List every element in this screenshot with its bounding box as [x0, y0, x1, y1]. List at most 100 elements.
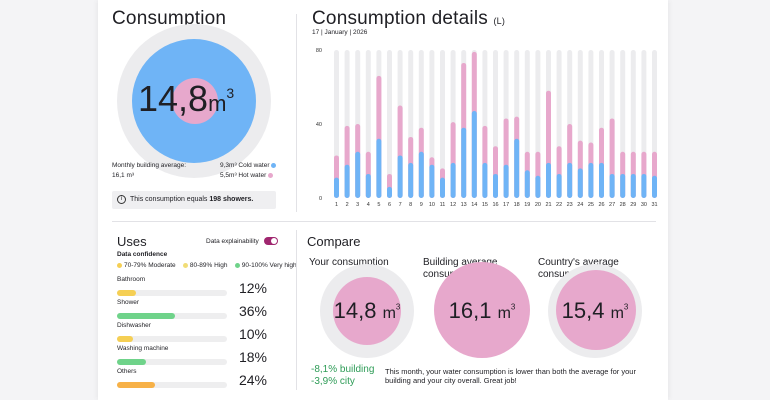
your-consumption-circle: [333, 277, 401, 345]
building-average-label: Monthly building average:: [112, 162, 187, 169]
bar-cold-water: [387, 186, 392, 198]
consumption-title: Consumption: [112, 8, 227, 29]
uses-item-percent: 10%: [238, 326, 267, 342]
building-average-circle: [434, 262, 530, 358]
compare-title: Compare: [307, 234, 361, 249]
uses-item-label: Others: [117, 368, 137, 375]
bar-cold-water: [641, 173, 647, 198]
uses-item-bar: [117, 290, 137, 296]
bar-cold-water: [609, 173, 615, 198]
uses-item-bar: [117, 382, 156, 388]
consumption-hot-circle: [172, 78, 218, 124]
uses-item-track: [117, 359, 227, 365]
bar-cold-water: [408, 162, 414, 198]
bar-cold-water: [630, 173, 636, 198]
bar-cold-water: [493, 173, 498, 198]
bar-cold-water: [355, 151, 361, 198]
bar-cold-water: [440, 177, 445, 198]
y-tick-label: 80: [316, 48, 322, 54]
x-tick-label: 7: [399, 202, 402, 208]
uses-item-percent: 18%: [238, 349, 267, 365]
vertical-divider-top: [296, 14, 297, 212]
x-tick-label: 25: [588, 202, 594, 208]
bar-cold-water: [546, 162, 551, 198]
x-tick-label: 24: [577, 202, 583, 208]
bar-cold-water: [397, 155, 403, 198]
x-tick-label: 27: [609, 202, 615, 208]
bar-cold-water: [461, 127, 467, 198]
uses-item-bar: [117, 359, 146, 365]
bar-cold-water: [344, 164, 350, 198]
bar-cold-water: [577, 168, 583, 198]
uses-item-bar: [117, 313, 175, 319]
details-title: Consumption details (L): [312, 8, 506, 29]
uses-title: Uses: [117, 234, 147, 249]
uses-item: Dishwasher 10%: [117, 322, 277, 344]
x-tick-label: 8: [409, 202, 412, 208]
x-tick-label: 21: [545, 202, 551, 208]
bar-cold-water: [599, 162, 604, 198]
horizontal-divider: [112, 221, 656, 222]
showers-equivalence-text: This consumption equals 198 showers.: [130, 196, 254, 203]
x-tick-label: 6: [388, 202, 391, 208]
bar-cold-water: [503, 164, 509, 198]
country-average-circle: [556, 270, 636, 350]
x-tick-label: 31: [651, 202, 657, 208]
legend-moderate: 70-79% Moderate: [117, 262, 176, 269]
building-average-compare-value: 16,1 m3: [448, 298, 516, 323]
details-date: 17 | January | 2026: [312, 29, 368, 36]
x-tick-label: 4: [367, 202, 370, 208]
y-tick-label: 40: [316, 122, 322, 128]
data-explainability-toggle[interactable]: [264, 237, 278, 245]
x-tick-label: 15: [482, 202, 488, 208]
hot-water-legend: 5,5m³ Hot water: [220, 172, 274, 179]
x-tick-label: 26: [598, 202, 604, 208]
x-tick-label: 18: [514, 202, 520, 208]
uses-item-percent: 24%: [238, 372, 267, 388]
compare-message: This month, your water consumption is lo…: [385, 367, 636, 385]
bar-cold-water: [450, 162, 456, 198]
data-explainability-label: Data explainability: [206, 238, 259, 245]
consumption-value: 14,8m3: [138, 78, 235, 119]
x-tick-label: 30: [641, 202, 647, 208]
x-tick-label: 3: [356, 202, 359, 208]
bar-cold-water: [535, 175, 541, 198]
bar-cold-water: [334, 177, 339, 198]
cold-water-legend: 9,3m³ Cold water: [220, 162, 277, 169]
x-tick-label: 10: [429, 202, 435, 208]
bar-track: [440, 50, 445, 198]
bar-cold-water: [620, 173, 626, 198]
bar-cold-water: [429, 164, 435, 198]
uses-item-label: Shower: [117, 299, 140, 306]
uses-item-label: Dishwasher: [117, 322, 151, 329]
bar-cold-water: [567, 162, 573, 198]
x-tick-label: 14: [471, 202, 477, 208]
uses-item: Bathroom 12%: [117, 276, 277, 298]
x-tick-label: 19: [524, 202, 530, 208]
your-consumption-label: Your consumption: [309, 257, 389, 268]
x-tick-label: 12: [450, 202, 456, 208]
uses-item-bar: [117, 336, 133, 342]
uses-item-percent: 36%: [238, 303, 267, 319]
bar-cold-water: [588, 162, 594, 198]
bar-cold-water: [514, 138, 520, 198]
info-icon: i: [117, 195, 126, 204]
showers-equivalence-box: i This consumption equals 198 showers.: [112, 191, 276, 209]
hot-water-dot: [268, 172, 274, 178]
country-average-compare-value: 15,4 m3: [561, 298, 629, 323]
bar-cold-water: [376, 138, 382, 198]
uses-item-track: [117, 382, 227, 388]
bar-cold-water: [556, 173, 562, 198]
x-tick-label: 11: [440, 202, 446, 208]
confidence-legend: 70-79% Moderate 80-89% High 90-100% Very…: [117, 262, 297, 269]
bar-cold-water: [652, 175, 657, 198]
legend-high: 80-89% High: [182, 262, 227, 269]
bar-cold-water: [524, 170, 530, 198]
data-confidence-title: Data confidence: [117, 251, 168, 258]
your-consumption-value: 14,8 m3: [333, 298, 401, 323]
bar-cold-water: [365, 173, 371, 198]
uses-item: Shower 36%: [117, 299, 277, 321]
x-tick-label: 23: [567, 202, 573, 208]
x-tick-label: 17: [503, 202, 509, 208]
x-tick-label: 5: [377, 202, 380, 208]
